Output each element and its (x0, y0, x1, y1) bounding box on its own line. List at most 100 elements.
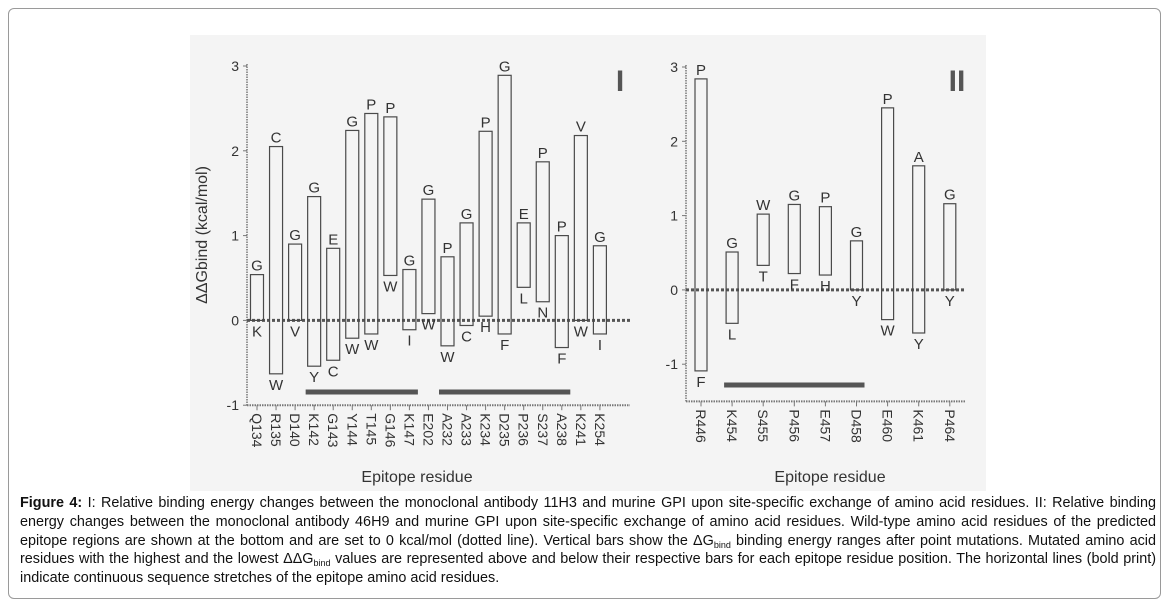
high-mutation-label: G (594, 229, 606, 246)
x-tick-label: Y144 (344, 413, 360, 446)
y-tick-label: 0 (670, 282, 678, 298)
high-mutation-label: E (328, 231, 338, 248)
y-tick-label: -1 (666, 356, 679, 372)
x-tick-label: D235 (497, 413, 513, 447)
x-tick-label: A233 (459, 413, 475, 446)
y-tick-label: 2 (231, 143, 239, 159)
range-bar (849, 240, 864, 291)
low-mutation-label: I (407, 333, 411, 350)
high-mutation-label: G (404, 253, 416, 270)
range-bar (268, 145, 284, 375)
x-tick-label: K454 (724, 409, 740, 442)
x-axis-title: Epitope residue (774, 469, 885, 486)
y-tick-label: 0 (231, 312, 239, 328)
x-tick-label: P236 (516, 413, 532, 446)
figure-image (190, 35, 986, 491)
caption-text: values are represented above and below t… (20, 551, 1156, 587)
low-mutation-label: L (520, 290, 528, 307)
low-mutation-label: W (269, 377, 284, 394)
high-mutation-label: G (289, 227, 301, 244)
high-mutation-label: G (499, 58, 511, 75)
low-mutation-label: W (345, 341, 360, 358)
range-bar (288, 243, 303, 322)
range-bar (787, 203, 801, 275)
range-bar (880, 107, 895, 321)
x-tick-label: G143 (325, 413, 341, 447)
high-mutation-label: P (883, 91, 893, 108)
x-tick-label: E202 (420, 413, 436, 446)
range-bar (345, 129, 360, 339)
x-tick-label: K254 (592, 413, 608, 446)
high-mutation-label: G (308, 180, 320, 197)
x-tick-label: K142 (306, 413, 322, 446)
range-bar (307, 195, 322, 367)
x-tick-label: A238 (554, 413, 570, 446)
y-tick-label: 3 (231, 58, 239, 74)
range-bar (912, 165, 926, 334)
range-bar (535, 161, 550, 303)
low-mutation-label: F (696, 374, 705, 391)
caption-text: I: Relative binding energy changes betwe… (20, 495, 1156, 549)
high-mutation-label: P (442, 240, 452, 257)
x-tick-label: Q134 (249, 413, 265, 447)
x-tick-label: P464 (942, 409, 958, 442)
x-tick-label: A232 (440, 413, 456, 446)
range-bar (402, 268, 417, 331)
high-mutation-label: G (726, 235, 738, 252)
high-mutation-label: G (944, 187, 956, 204)
high-mutation-label: P (481, 114, 491, 131)
range-bar (326, 247, 341, 361)
range-bar (756, 213, 770, 266)
high-mutation-label: C (271, 130, 282, 147)
figure-caption: Figure 4: I: Relative binding energy cha… (20, 494, 1156, 588)
low-mutation-label: I (598, 337, 602, 354)
range-bar (421, 198, 436, 315)
low-mutation-label: W (364, 337, 379, 354)
low-mutation-label: L (728, 326, 736, 343)
figure-frame (8, 8, 1161, 599)
range-bar (573, 134, 588, 321)
low-mutation-label: F (500, 337, 509, 354)
y-tick-label: 1 (670, 208, 678, 224)
low-mutation-label: H (480, 319, 491, 336)
high-mutation-label: A (914, 149, 924, 166)
low-mutation-label: C (461, 328, 472, 345)
high-mutation-label: P (557, 219, 567, 236)
high-mutation-label: G (851, 224, 863, 241)
x-tick-label: T145 (363, 413, 379, 445)
range-bar (383, 116, 398, 277)
low-mutation-label: C (328, 363, 339, 380)
low-mutation-label: N (537, 305, 548, 322)
low-mutation-label: W (440, 349, 455, 366)
x-tick-label: E460 (880, 409, 896, 442)
y-tick-label: -1 (227, 397, 240, 413)
x-tick-label: G146 (382, 413, 398, 447)
y-axis-title: ΔΔGbind (kcal/mol) (194, 166, 211, 304)
x-axis-title: Epitope residue (361, 469, 472, 486)
caption-subscript: bind (313, 558, 331, 569)
high-mutation-label: P (385, 100, 395, 117)
high-mutation-label: P (538, 145, 548, 162)
high-mutation-label: G (251, 258, 263, 275)
y-tick-label: 3 (670, 59, 678, 75)
x-tick-label: R446 (693, 409, 709, 443)
range-bar (943, 203, 957, 291)
high-mutation-label: W (756, 197, 771, 214)
high-mutation-label: V (576, 119, 586, 136)
range-bar (497, 74, 512, 335)
caption-label: Figure 4: (20, 495, 83, 511)
x-tick-label: S237 (535, 413, 551, 446)
low-mutation-label: Y (851, 293, 861, 310)
x-tick-label: K147 (401, 413, 417, 446)
x-tick-label: K234 (478, 413, 494, 446)
x-tick-label: D140 (287, 413, 303, 447)
caption-text: binding energy ranges after point mutati… (20, 532, 1156, 568)
range-bar (592, 245, 608, 335)
range-bar (818, 206, 833, 276)
range-bar (478, 130, 493, 317)
range-bar (364, 112, 379, 335)
x-tick-label: P456 (786, 409, 802, 442)
range-bar (516, 222, 531, 288)
range-bar (554, 235, 569, 349)
